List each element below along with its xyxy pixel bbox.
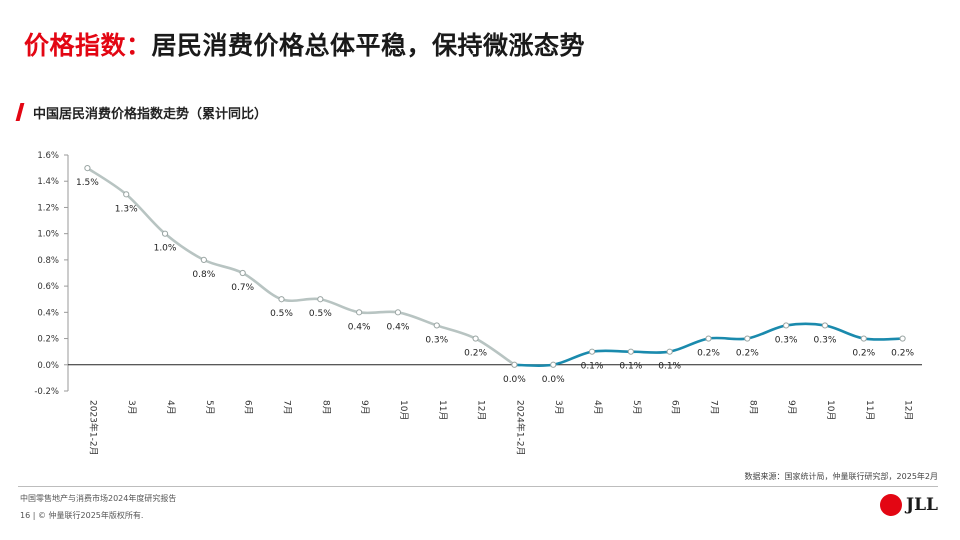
data-point xyxy=(550,361,557,368)
x-tick-label: 6月 xyxy=(670,400,681,415)
data-source: 数据来源：国家统计局，仲量联行研究部，2025年2月 xyxy=(744,472,938,481)
data-label: 0.2% xyxy=(736,349,759,359)
x-tick-label: 2024年1-2月 xyxy=(514,400,526,456)
data-label: 0.2% xyxy=(891,349,914,359)
y-tick-label: 0.6% xyxy=(37,282,59,292)
x-tick-label: 4月 xyxy=(165,400,176,415)
x-tick-label: 8月 xyxy=(747,400,758,415)
y-tick-label: 1.0% xyxy=(37,230,59,240)
y-tick-label: 0.4% xyxy=(37,308,59,318)
data-label: 0.3% xyxy=(775,335,798,345)
data-point xyxy=(899,335,906,342)
y-tick-label: 1.6% xyxy=(37,151,59,161)
x-tick-label: 5月 xyxy=(204,400,215,415)
data-label: 0.5% xyxy=(309,309,332,319)
x-tick-label: 11月 xyxy=(864,400,875,420)
x-tick-label: 4月 xyxy=(592,400,603,415)
data-point xyxy=(239,269,246,277)
y-axis: 1.6% 1.4% 1.2% 1.0% 0.8% 0.6% 0.4% 0.2% 0.0% -0.2… xyxy=(34,151,69,397)
footer-divider xyxy=(18,486,938,487)
data-point xyxy=(472,335,479,342)
data-label: 0.1% xyxy=(619,362,642,372)
series-line-2023 xyxy=(86,167,516,366)
data-label: 0.3% xyxy=(425,335,448,345)
footer-report-title: 中国零售地产与消费市场2024年度研究报告 xyxy=(20,494,177,503)
y-tick-label: 1.4% xyxy=(37,177,59,187)
data-label: 0.2% xyxy=(852,349,875,359)
data-label: 0.8% xyxy=(192,270,215,280)
x-tick-label: 2023年1-2月 xyxy=(87,400,99,456)
data-label: 0.4% xyxy=(348,322,371,332)
data-label: 0.2% xyxy=(697,349,720,359)
chart-title: 中国居民消费价格指数走势（累计同比） xyxy=(33,107,268,122)
x-tick-label: 3月 xyxy=(126,400,137,415)
y-tick-label: 0.2% xyxy=(37,335,59,345)
data-point xyxy=(84,165,91,172)
jll-logo-text: JLL xyxy=(906,495,938,515)
data-label: 0.3% xyxy=(814,335,837,345)
x-tick-label: 12月 xyxy=(476,400,487,420)
data-label: 1.3% xyxy=(115,204,138,214)
data-label: 0.7% xyxy=(231,283,254,293)
series-line-2024 xyxy=(514,322,903,368)
data-point xyxy=(317,296,324,303)
page-title: 价格指数：居民消费价格总体平稳，保持微涨态势 xyxy=(24,26,585,62)
data-point xyxy=(356,309,363,316)
data-point xyxy=(627,348,634,355)
title-accent: 价格指数： xyxy=(24,31,152,60)
y-tick-label: 0.0% xyxy=(37,361,59,371)
data-point xyxy=(666,348,673,355)
data-point xyxy=(394,309,402,316)
data-point xyxy=(705,335,712,342)
x-tick-label: 8月 xyxy=(320,400,331,415)
x-tick-label: 11月 xyxy=(437,400,448,420)
data-labels: 1.5% 1.3% 1.0% 0.8% 0.7% 0.5% 0.5% 0.4% 0.4% 0.3%… xyxy=(76,178,914,385)
data-point xyxy=(200,256,207,263)
data-label: 0.1% xyxy=(581,362,604,372)
x-tick-label: 10月 xyxy=(825,400,836,420)
x-tick-label: 5月 xyxy=(631,400,642,415)
data-point xyxy=(511,361,518,368)
data-points xyxy=(84,165,906,368)
x-tick-label: 7月 xyxy=(709,400,720,415)
x-tick-label: 9月 xyxy=(359,400,370,415)
x-tick-label: 7月 xyxy=(282,400,293,415)
data-point xyxy=(821,322,829,329)
page-number: 16 xyxy=(20,511,31,520)
x-tick-label: 9月 xyxy=(786,400,797,415)
data-point xyxy=(860,335,867,342)
data-label: 1.0% xyxy=(154,244,177,254)
jll-logo-icon xyxy=(880,494,903,516)
data-label: 0.2% xyxy=(464,349,487,359)
copyright-text: © 仲量联行2025年版权所有. xyxy=(37,511,144,520)
footer-copyright: 16 | © 仲量联行2025年版权所有. xyxy=(20,511,144,520)
cpi-line-chart: 1.6% 1.4% 1.2% 1.0% 0.8% 0.6% 0.4% 0.2% 0.0% -0.2… xyxy=(34,151,922,456)
data-point xyxy=(433,322,440,329)
y-tick-label: 0.8% xyxy=(37,256,59,266)
data-label: 0.5% xyxy=(270,309,293,319)
jll-logo: JLL xyxy=(880,494,938,516)
x-tick-label: 12月 xyxy=(903,400,914,420)
data-point xyxy=(588,348,596,355)
x-tick-label: 10月 xyxy=(398,400,409,420)
data-label: 0.4% xyxy=(387,322,410,332)
title-text: 居民消费价格总体平稳，保持微涨态势 xyxy=(151,31,586,60)
x-tick-label: 3月 xyxy=(553,400,564,415)
data-point xyxy=(783,322,790,329)
data-label: 0.0% xyxy=(503,375,526,385)
x-tick-label: 6月 xyxy=(243,400,254,415)
data-label: 0.1% xyxy=(658,362,681,372)
data-label: 0.0% xyxy=(542,375,565,385)
data-point xyxy=(123,191,130,198)
data-point xyxy=(744,335,751,342)
y-tick-label: 1.2% xyxy=(37,203,59,213)
y-tick-label: -0.2% xyxy=(34,387,59,397)
data-point xyxy=(161,230,169,237)
data-point xyxy=(278,296,285,303)
x-axis: 2023年1-2月 3月 4月 5月 6月 7月 8月 9月 10月 11月 12月 2024年1-2… xyxy=(68,364,922,456)
data-label: 1.5% xyxy=(76,178,99,188)
